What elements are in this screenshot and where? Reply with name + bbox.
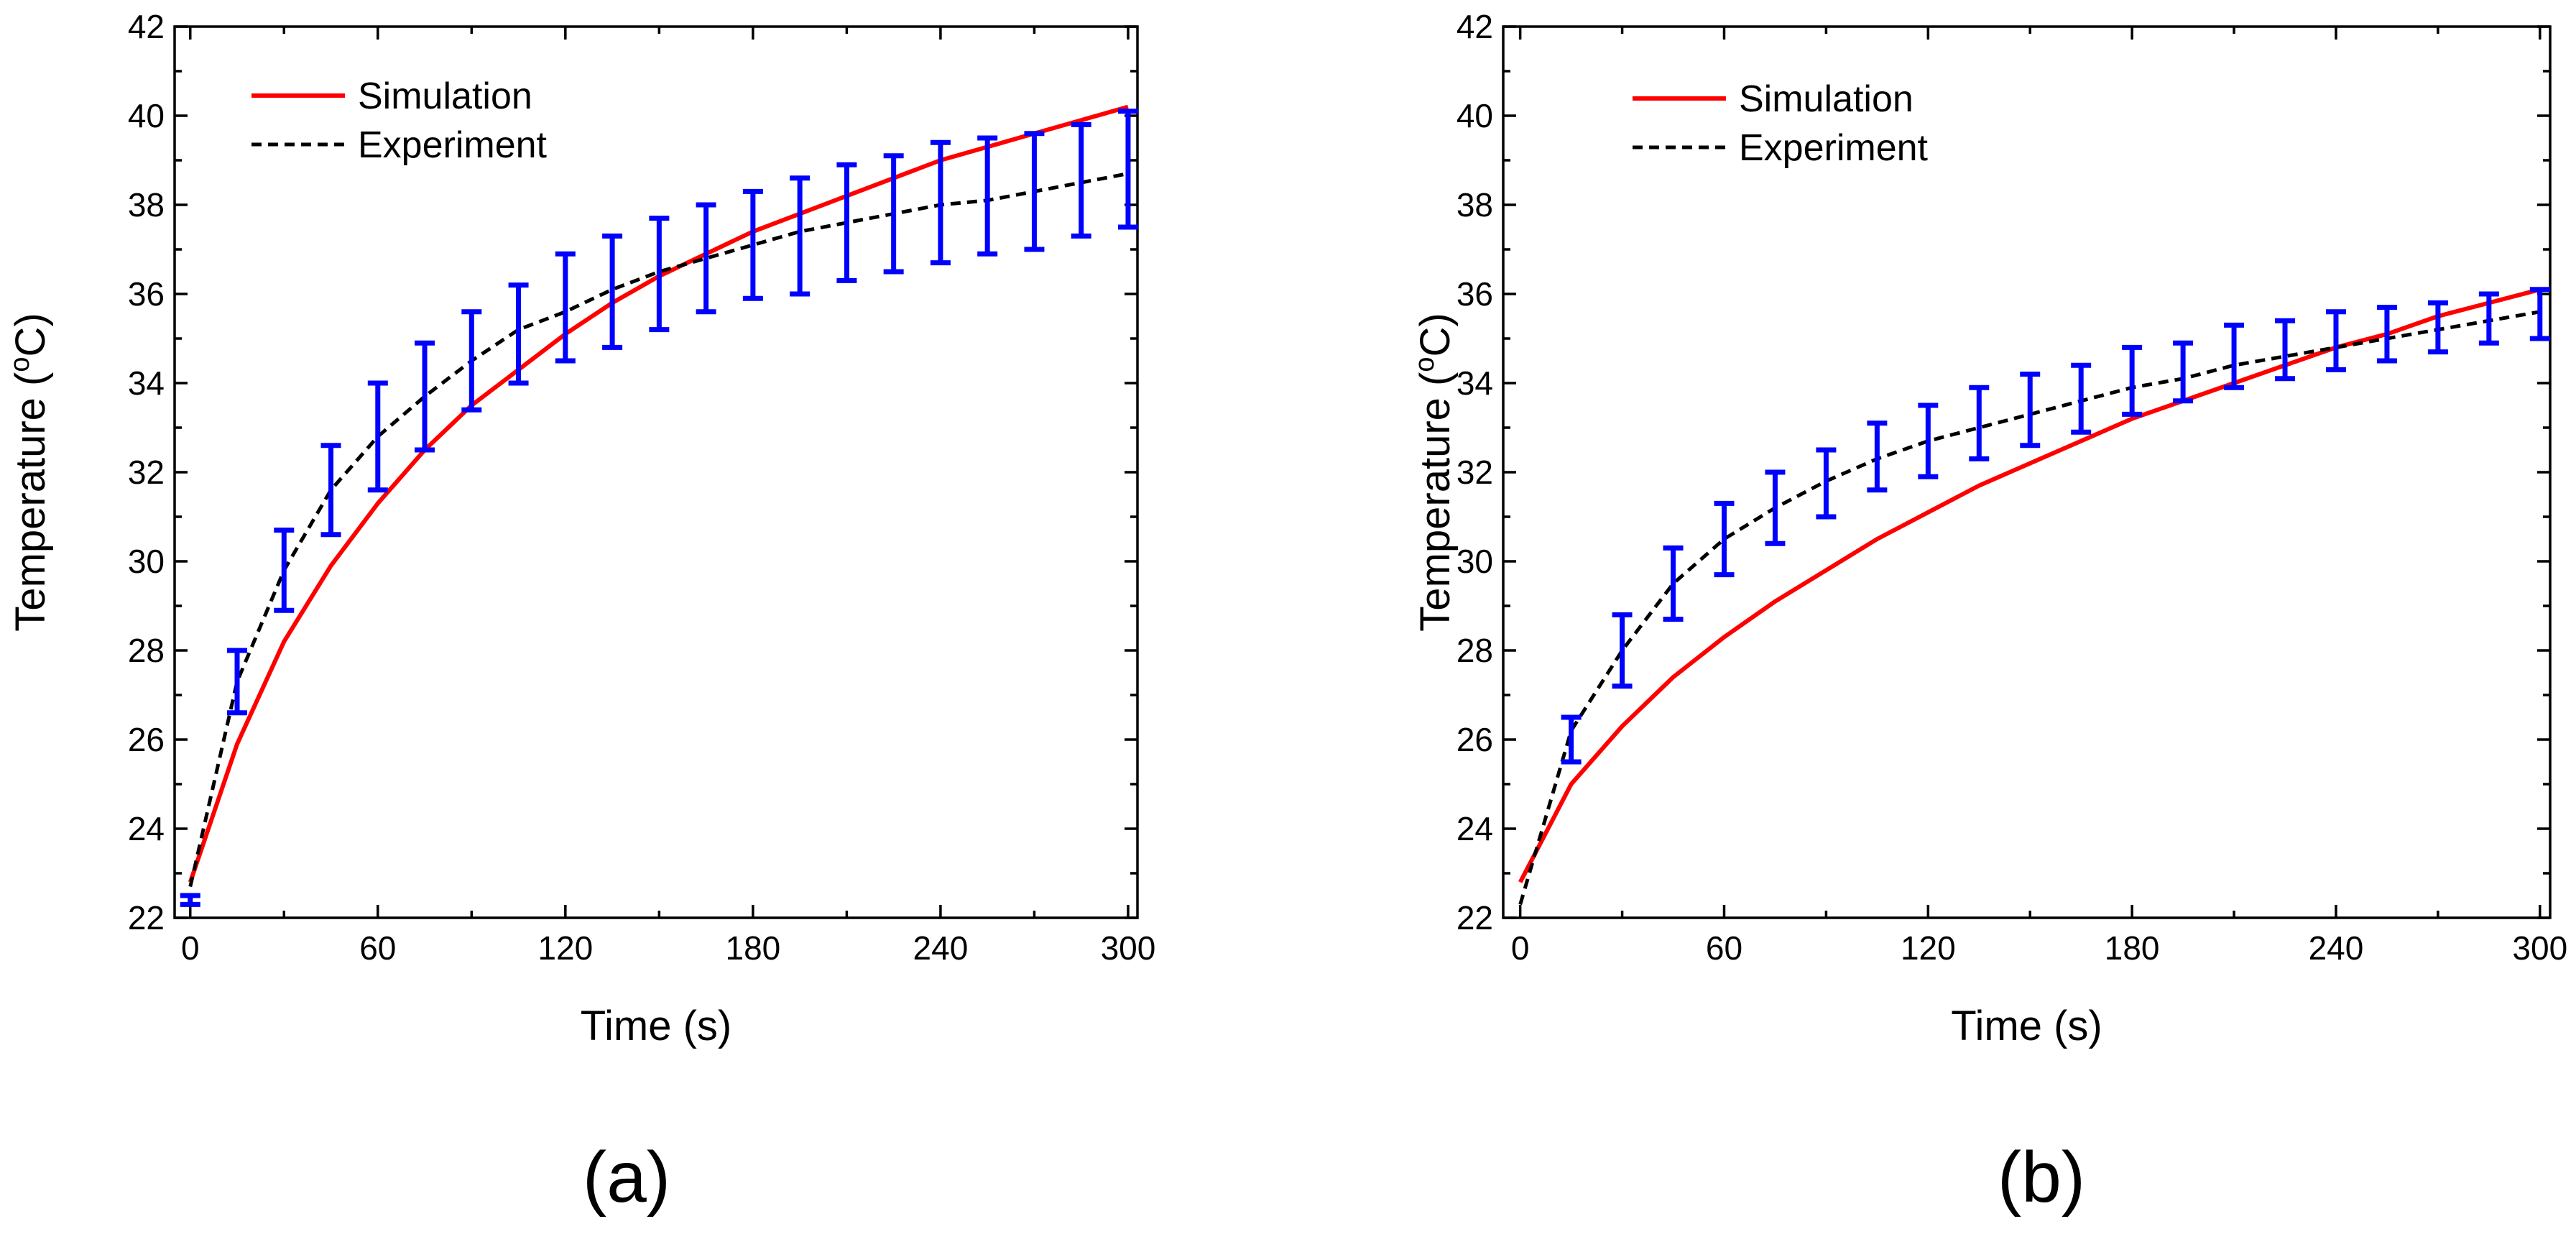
y-tick-label: 24 [1456,810,1493,847]
y-tick-label: 30 [128,543,165,580]
x-tick-label: 180 [725,929,780,967]
simulation-line [1518,287,2541,883]
panel-b: 0 60 120 180 240 300 22 24 26 28 30 32 34 36 38 40 42 Sim… [1410,8,2567,1218]
x-tick-label: 180 [2105,929,2160,967]
y-tick-label: 22 [128,899,165,937]
y-tick-label: 24 [128,810,165,847]
y-tick-label: 38 [1456,186,1493,224]
y-tick-label: 38 [128,186,165,224]
y-tick-label: 28 [1456,632,1493,669]
x-tick-label: 60 [359,929,396,967]
plot-frame [1502,25,2552,919]
y-tick-label: 36 [128,275,165,313]
y-tick-label: 22 [1456,899,1493,937]
x-tick-label: 0 [1511,929,1530,967]
y-tick-label: 34 [1456,364,1493,402]
x-tick-label: 240 [913,929,969,967]
x-tick-label: 120 [537,929,593,967]
panel-label: (a) [583,1137,670,1218]
y-axis-title-degree: o [1410,357,1440,372]
x-tick-label: 300 [2512,929,2567,967]
x-axis-title: Time (s) [1951,1003,2102,1049]
x-tick-label: 120 [1901,929,1956,967]
legend-label-experiment: Experiment [1739,127,1929,169]
y-tick-label: 26 [1456,721,1493,758]
y-axis-title-unit: C) [1412,313,1459,356]
panel-a: 0 60 120 180 240 300 22 24 26 28 30 32 34 36 38 40 42 Sim… [5,8,1155,1218]
y-axis-title-text: Temperature ( [1412,372,1459,632]
y-axis-title-degree: o [5,357,35,372]
y-axis-title-text: Temperature ( [7,372,54,632]
legend-label-simulation: Simulation [358,75,532,117]
x-axis-title: Time (s) [581,1003,731,1049]
y-axis-title: Temperature (oC) [1410,313,1459,631]
plot-frame [173,25,1139,919]
y-axis-title-unit: C) [7,313,54,356]
y-axis-title: Temperature (oC) [5,313,54,631]
y-tick-label: 26 [128,721,165,758]
y-tick-label: 36 [1456,275,1493,313]
y-tick-label: 30 [1456,543,1493,580]
legend-label-simulation: Simulation [1739,78,1913,120]
y-tick-label: 40 [1456,97,1493,134]
y-tick-label: 34 [128,364,165,402]
x-tick-label: 0 [181,929,200,967]
y-tick-label: 42 [128,8,165,45]
y-tick-label: 32 [1456,454,1493,491]
x-tick-label: 240 [2309,929,2364,967]
legend-label-experiment: Experiment [358,124,548,166]
y-tick-label: 28 [128,632,165,669]
experiment-line [188,172,1129,888]
x-tick-label: 60 [1706,929,1742,967]
y-tick-label: 40 [128,97,165,134]
y-tick-label: 42 [1456,8,1493,45]
x-tick-label: 300 [1101,929,1156,967]
y-tick-label: 32 [128,454,165,491]
panel-label: (b) [1998,1137,2085,1218]
